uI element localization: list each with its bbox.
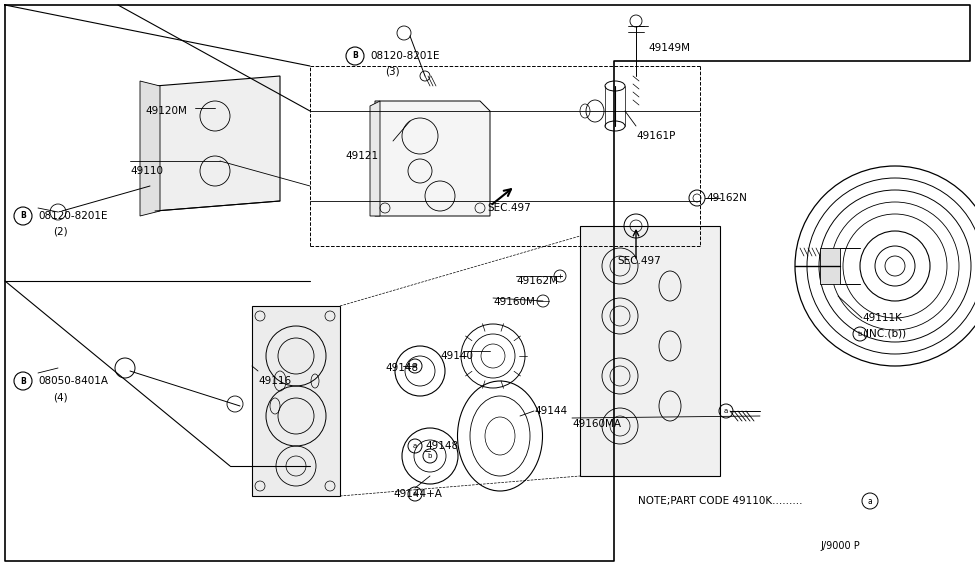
Text: 49148: 49148 [425,441,458,451]
Polygon shape [580,226,720,476]
Text: B: B [20,376,26,385]
Text: B: B [20,212,26,221]
Text: 49121: 49121 [345,151,378,161]
Text: 49148: 49148 [385,363,418,373]
Text: 49162N: 49162N [706,193,747,203]
Polygon shape [820,248,840,284]
Text: a: a [412,491,417,497]
Polygon shape [140,81,160,216]
Text: a: a [412,363,417,369]
Text: (2): (2) [53,227,67,237]
Text: 49116: 49116 [258,376,292,386]
Text: 49110: 49110 [130,166,163,176]
Text: 08120-8201E: 08120-8201E [38,211,107,221]
Text: (INC.(b)): (INC.(b)) [862,329,906,339]
Polygon shape [155,76,280,211]
Text: a: a [868,496,873,505]
Text: SEC.497: SEC.497 [487,203,530,213]
Text: 49144: 49144 [534,406,567,416]
Polygon shape [375,101,490,216]
Text: 49160M: 49160M [493,297,535,307]
Text: 49111K: 49111K [862,313,902,323]
Text: 49140: 49140 [440,351,473,361]
Polygon shape [252,306,340,496]
Text: a: a [723,408,728,414]
Text: 08050-8401A: 08050-8401A [38,376,108,386]
Text: (4): (4) [53,392,67,402]
Text: J/9000 P: J/9000 P [820,541,860,551]
Text: 49144+A: 49144+A [393,489,442,499]
Text: 08120-8201E: 08120-8201E [370,51,440,61]
Text: 49160MA: 49160MA [572,419,621,429]
Text: 49149M: 49149M [648,43,690,53]
Text: B: B [352,52,358,61]
Polygon shape [370,101,380,216]
Text: SEC.497: SEC.497 [617,256,661,266]
Text: 49161P: 49161P [636,131,676,141]
Text: 49120M: 49120M [145,106,187,116]
Text: b: b [428,453,432,459]
Text: b: b [858,331,862,337]
Text: a: a [412,443,417,449]
Text: NOTE;PART CODE 49110K.........: NOTE;PART CODE 49110K......... [638,496,802,506]
Text: 49162M: 49162M [516,276,558,286]
Text: (3): (3) [385,67,400,77]
